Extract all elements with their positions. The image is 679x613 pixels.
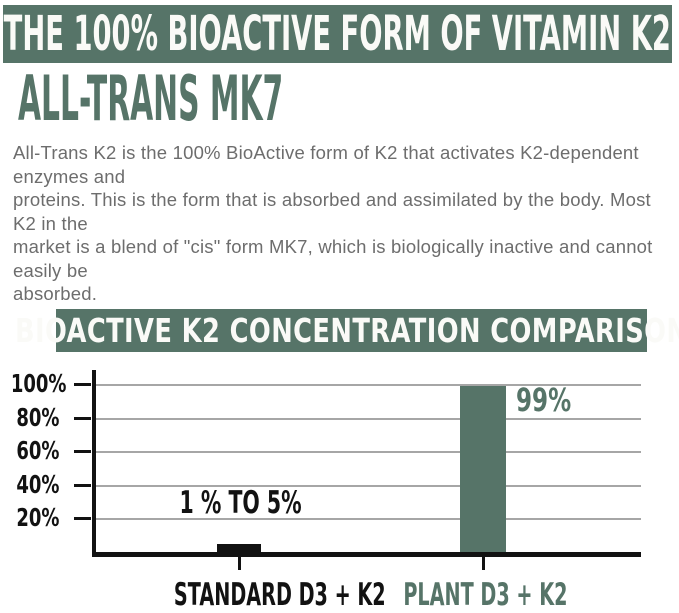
y-axis-tick-label-text: 80% (16, 402, 60, 432)
gridline (96, 518, 641, 521)
gridline (96, 484, 641, 487)
page-title: ALL-TRANS MK7 (18, 62, 571, 135)
chart-title-text: BIOACTIVE K2 CONCENTRATION COMPARISON (14, 311, 679, 350)
y-axis-tick-label-text: 60% (16, 436, 60, 466)
intro-paragraph: All-Trans K2 is the 100% BioActive form … (13, 141, 668, 306)
y-axis-tick-label: 20% (0, 504, 68, 532)
bar (460, 385, 506, 552)
gridline (96, 417, 641, 420)
y-axis-tick-label: 80% (0, 402, 68, 432)
y-axis-tick (74, 450, 91, 454)
page-title-text: ALL-TRANS MK7 (18, 61, 284, 135)
gridline (96, 384, 641, 386)
intro-line: proteins. This is the form that is absor… (13, 189, 651, 234)
banner: THE 100% BIOACTIVE FORM OF VITAMIN K2 (3, 5, 672, 63)
intro-line: market is a blend of "cis" form MK7, whi… (13, 236, 653, 281)
category-label: PLANT D3 + K2 (353, 579, 613, 611)
y-axis-tick-label-text: 20% (16, 503, 60, 533)
y-axis-line (92, 370, 96, 557)
y-axis-tick (74, 416, 91, 420)
y-axis-tick-label: 40% (0, 469, 68, 499)
bar-value-label: 99% (516, 384, 593, 416)
intro-line: All-Trans K2 is the 100% BioActive form … (13, 142, 639, 187)
y-axis-tick-label: 60% (0, 437, 68, 465)
y-axis-tick-label-text: 100% (10, 369, 67, 398)
intro-line: absorbed. (13, 283, 98, 304)
x-axis-line (92, 552, 641, 557)
bar-value-label-text: 1 % TO 5% (179, 485, 303, 521)
chart-title-bar: BIOACTIVE K2 CONCENTRATION COMPARISON (15, 309, 679, 352)
category-label-text: PLANT D3 + K2 (403, 577, 568, 613)
category-label: STANDARD D3 + K2 (109, 579, 386, 611)
banner-title: THE 100% BIOACTIVE FORM OF VITAMIN K2 (3, 6, 672, 62)
x-axis-tick (237, 557, 241, 570)
y-axis-tick-label-text: 40% (16, 469, 60, 499)
x-axis-tick (481, 557, 485, 570)
y-axis-tick-label: 100% (0, 370, 68, 398)
y-axis-tick (74, 517, 91, 521)
bar-chart: 20% 40% 60% 80% 100% STANDARD D3 + K2 1 % TO 5… (0, 360, 679, 613)
bar (217, 543, 261, 552)
gridline (96, 451, 641, 454)
bar-value-label: 1 % TO 5% (131, 487, 351, 519)
bar-value-label-text: 99% (516, 381, 572, 419)
category-label-text: STANDARD D3 + K2 (173, 577, 386, 613)
y-axis-tick (74, 383, 91, 386)
y-axis-tick (74, 483, 91, 487)
